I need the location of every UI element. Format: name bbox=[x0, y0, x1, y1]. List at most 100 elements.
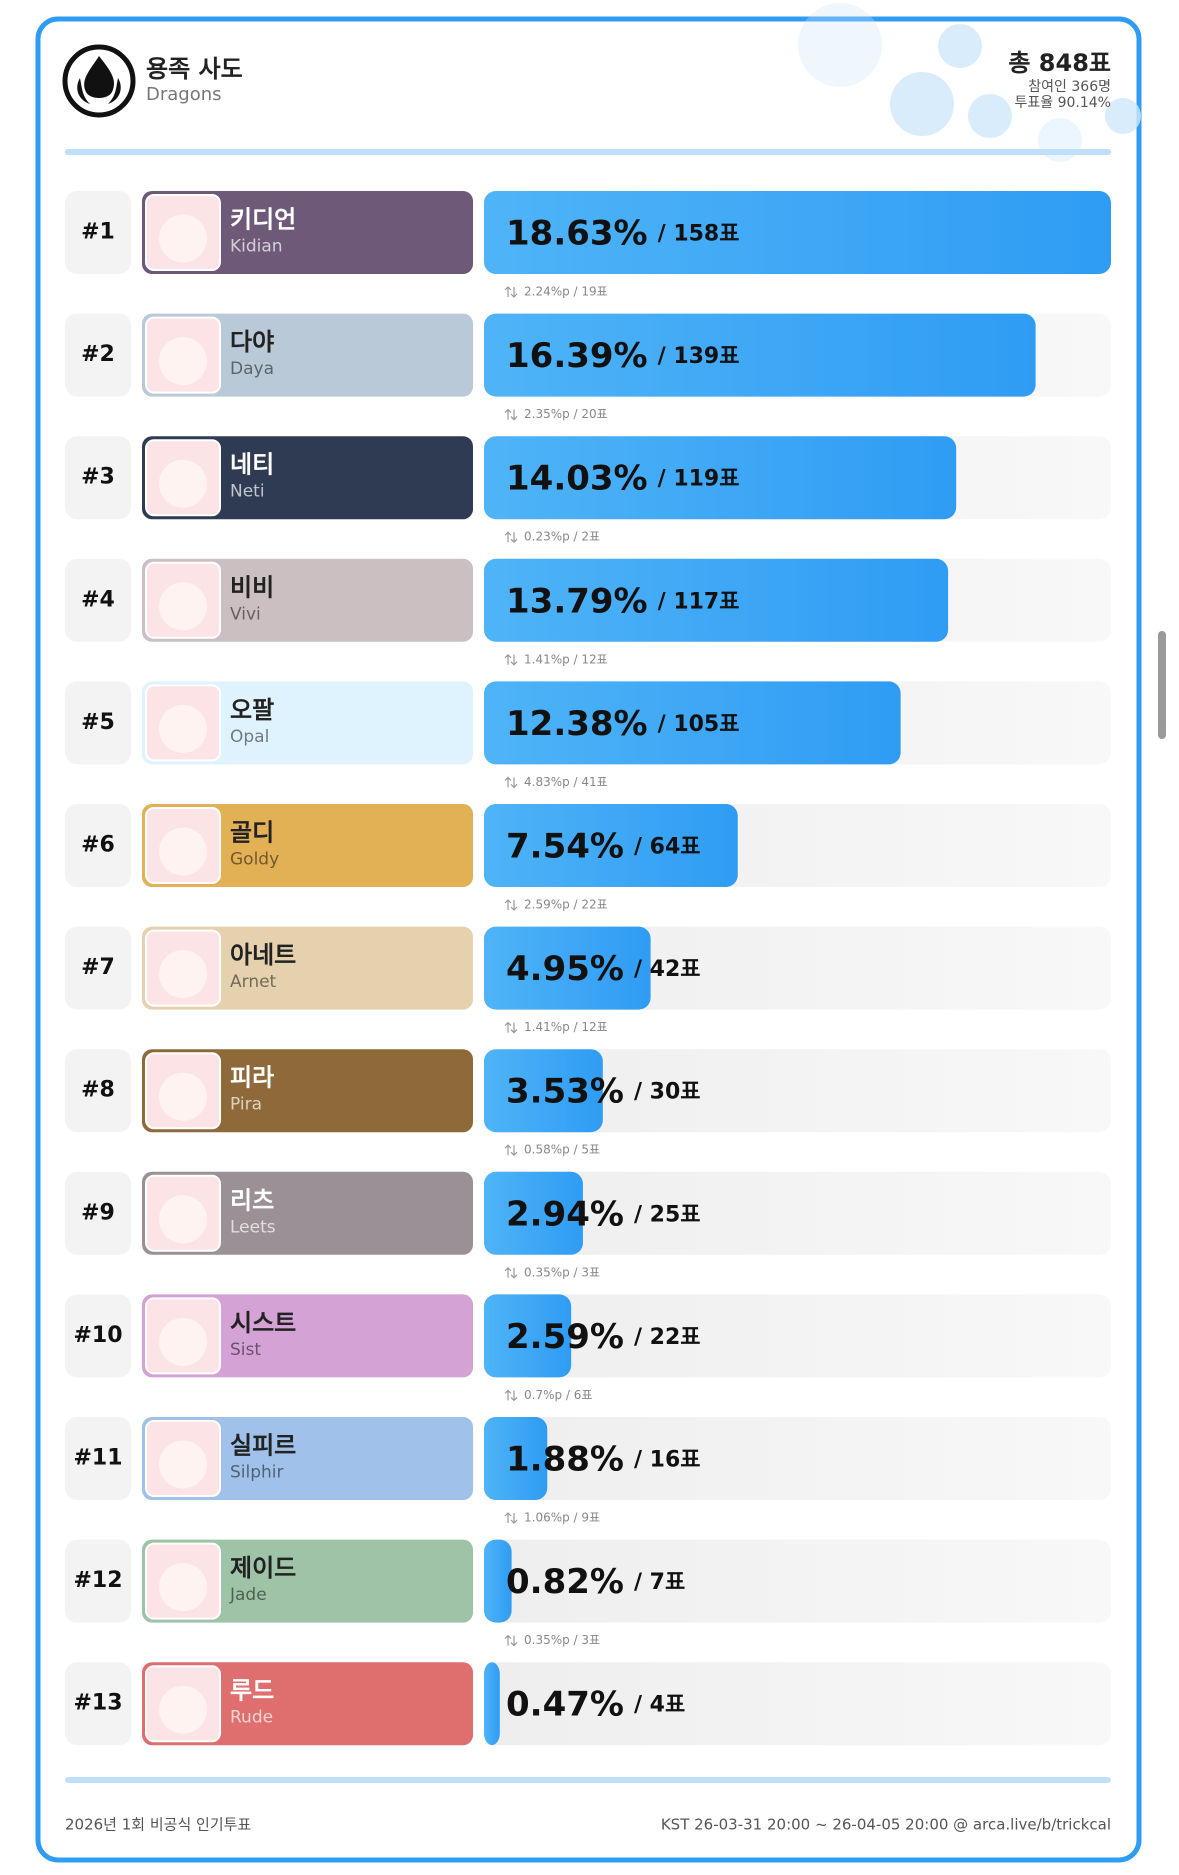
value-text: 13.79% / 117표 bbox=[506, 581, 739, 621]
bar bbox=[484, 1662, 500, 1746]
gap: 0.35%p / 3표 bbox=[524, 1633, 600, 1647]
value-text: 7.54% / 64표 bbox=[506, 826, 701, 866]
gap-icon bbox=[504, 286, 518, 298]
gap-icon bbox=[504, 531, 518, 544]
name-card bbox=[142, 804, 473, 887]
gap: 0.35%p / 3표 bbox=[524, 1265, 600, 1279]
rank-box bbox=[65, 1171, 131, 1255]
vote-label: / 4표 bbox=[634, 1693, 685, 1718]
bar bbox=[484, 1417, 548, 1500]
gap: 0.58%p / 5표 bbox=[524, 1143, 600, 1157]
value-label: 2.94% bbox=[506, 1194, 624, 1234]
avatar-face bbox=[159, 459, 207, 508]
participants: 참여인 366명 bbox=[1028, 79, 1111, 95]
name-ko: 비비 bbox=[230, 573, 274, 601]
gap-icon bbox=[504, 1389, 518, 1402]
gap-icon bbox=[504, 653, 518, 666]
footer-left: 2026년 1회 비공식 인기투표 bbox=[65, 1816, 251, 1834]
name-card bbox=[142, 1417, 473, 1500]
rank: #3 bbox=[81, 465, 115, 490]
name-ko: 시스트 bbox=[230, 1309, 296, 1337]
value-text: 12.38% / 105표 bbox=[506, 703, 739, 743]
rank: #1 bbox=[81, 220, 115, 245]
vote-label: / 16표 bbox=[634, 1448, 701, 1473]
name-ko: 오팔 bbox=[230, 696, 274, 724]
value-label: 12.38% bbox=[506, 703, 648, 743]
avatar-face bbox=[159, 1072, 207, 1121]
value-label: 1.88% bbox=[506, 1439, 624, 1479]
rank: #6 bbox=[81, 833, 115, 858]
rank: #12 bbox=[73, 1568, 122, 1593]
name-card bbox=[142, 926, 473, 1010]
vote-label: / 139표 bbox=[658, 344, 740, 369]
rank-box bbox=[65, 926, 131, 1010]
rank-box bbox=[65, 1294, 131, 1378]
separator bbox=[65, 1777, 1111, 1783]
separator bbox=[65, 149, 1111, 155]
rank: #10 bbox=[73, 1323, 122, 1348]
vote-label: / 7표 bbox=[634, 1570, 685, 1595]
name-ko: 피라 bbox=[230, 1064, 274, 1092]
name-card bbox=[142, 1171, 473, 1255]
bar bbox=[484, 1049, 603, 1133]
bar-track bbox=[484, 1417, 1111, 1500]
name-card bbox=[142, 1662, 473, 1746]
value-text: 18.63% / 158표 bbox=[506, 213, 739, 253]
name-card bbox=[142, 1539, 473, 1623]
name-en: Sist bbox=[230, 1340, 261, 1360]
rank: #8 bbox=[81, 1078, 115, 1103]
value-label: 0.82% bbox=[506, 1562, 624, 1602]
turnout: 투표율 90.14% bbox=[1015, 95, 1111, 111]
vote-label: / 64표 bbox=[634, 835, 701, 860]
value-label: 14.03% bbox=[506, 458, 648, 498]
logo bbox=[62, 44, 136, 118]
name-card bbox=[142, 558, 473, 642]
bar bbox=[484, 191, 1111, 274]
footer-right: KST 26-03-31 20:00 ~ 26-04-05 20:00 @ ar… bbox=[661, 1816, 1111, 1834]
name-ko: 골디 bbox=[230, 819, 274, 847]
bar-track bbox=[484, 1662, 1111, 1746]
gap: 2.35%p / 20표 bbox=[524, 407, 608, 421]
vote-label: / 158표 bbox=[658, 222, 740, 247]
name-en: Vivi bbox=[230, 604, 261, 624]
avatar-face bbox=[159, 582, 207, 631]
bar-track bbox=[484, 1539, 1111, 1623]
rank: #9 bbox=[81, 1200, 115, 1225]
value-text: 2.59% / 22표 bbox=[506, 1316, 701, 1356]
avatar-face bbox=[159, 1195, 207, 1244]
value-text: 0.47% / 4표 bbox=[506, 1684, 685, 1724]
rank-box bbox=[65, 804, 131, 887]
gap: 1.41%p / 12표 bbox=[524, 652, 608, 666]
rank-box bbox=[65, 681, 131, 765]
scrollbar[interactable] bbox=[1158, 631, 1166, 739]
value-label: 4.95% bbox=[506, 949, 624, 989]
rank-box bbox=[65, 1417, 131, 1500]
value-label: 18.63% bbox=[506, 213, 648, 253]
gap: 1.41%p / 12표 bbox=[524, 1020, 608, 1034]
rank: #11 bbox=[73, 1446, 122, 1471]
avatar-face bbox=[159, 1317, 207, 1366]
gap-icon bbox=[504, 776, 518, 789]
gap: 4.83%p / 41표 bbox=[524, 775, 608, 789]
rank: #5 bbox=[81, 710, 115, 735]
value-label: 3.53% bbox=[506, 1071, 624, 1111]
value-label: 2.59% bbox=[506, 1316, 624, 1356]
avatar-face bbox=[159, 214, 207, 263]
name-en: Goldy bbox=[230, 850, 279, 870]
bar bbox=[484, 436, 957, 520]
name-card bbox=[142, 681, 473, 765]
bar bbox=[484, 558, 949, 642]
vote-label: / 105표 bbox=[658, 712, 740, 737]
value-text: 3.53% / 30표 bbox=[506, 1071, 701, 1111]
rank-box bbox=[65, 1539, 131, 1623]
bar bbox=[484, 804, 738, 887]
value-text: 0.82% / 7표 bbox=[506, 1562, 685, 1602]
rank-box bbox=[65, 191, 131, 274]
name-ko: 다야 bbox=[230, 328, 274, 356]
rank-box bbox=[65, 436, 131, 520]
value-text: 1.88% / 16표 bbox=[506, 1439, 701, 1479]
total: 총 848표 bbox=[1008, 49, 1111, 77]
gap: 0.23%p / 2표 bbox=[524, 530, 600, 544]
vote-label: / 22표 bbox=[634, 1325, 701, 1350]
gap: 2.59%p / 22표 bbox=[524, 898, 608, 912]
